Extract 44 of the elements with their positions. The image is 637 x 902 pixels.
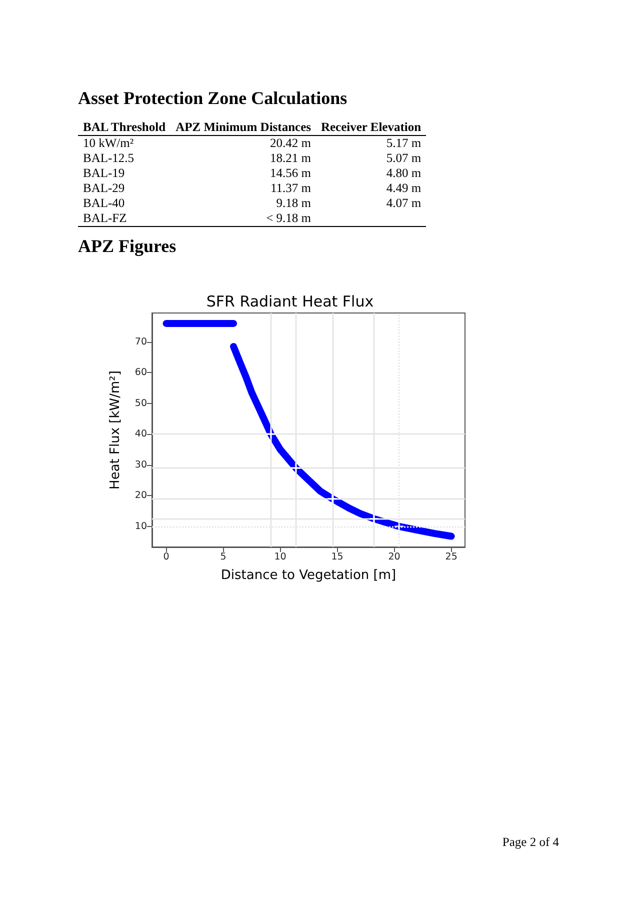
category-label: Receiver Elevation — [316, 119, 426, 136]
y-axis-title: Heat Flux [kW/m²] — [108, 370, 123, 490]
x-tick-label: 20 — [388, 552, 400, 562]
text: 14.56 m — [270, 166, 311, 180]
x-axis-title: Distance to Vegetation [m] — [220, 568, 396, 583]
text: 4.49 m — [386, 181, 422, 195]
text: 4.80 m — [386, 166, 422, 180]
chart-title: SFR Radiant Heat Flux — [206, 292, 374, 310]
text: 18.21 m — [270, 151, 311, 165]
category-label: APZ Minimum Distances — [170, 119, 316, 136]
text: BAL-29 — [83, 181, 125, 195]
text: BAL-19 — [83, 166, 125, 180]
text: Asset Protection Zone Calculations — [78, 88, 348, 109]
text: Page 2 of 4 — [502, 835, 559, 850]
point — [369, 514, 378, 524]
y-tick-label: 60 — [134, 367, 147, 378]
point — [291, 463, 300, 472]
x-tick-label: 5 — [220, 552, 226, 562]
text: 5.17 m — [386, 136, 422, 150]
x-tick-label: 15 — [331, 552, 344, 562]
text: < 9.18 m — [266, 211, 311, 225]
x-tick-label: 0 — [163, 552, 170, 562]
point — [394, 522, 404, 531]
x-tick-label: 10 — [274, 552, 286, 562]
text: 4.07 m — [386, 196, 422, 210]
text: BAL-FZ — [83, 211, 127, 225]
y-tick-label: 50 — [134, 398, 147, 409]
text: BAL-12.5 — [83, 151, 134, 165]
text: 9.18 m — [276, 196, 311, 210]
category-label: BAL Threshold — [78, 119, 171, 136]
y-tick-label: 70 — [134, 336, 147, 348]
point — [328, 494, 337, 504]
y-tick-label: 10 — [134, 520, 147, 532]
x-tick-label: 25 — [445, 552, 458, 562]
y-tick-label: 40 — [134, 428, 147, 440]
text: 10 kW/m² — [83, 136, 134, 150]
y-tick-label: 30 — [134, 459, 147, 470]
point — [266, 430, 276, 439]
text: 20.42 m — [270, 136, 311, 150]
y-tick-label: 20 — [134, 490, 147, 502]
text: BAL-40 — [83, 196, 125, 210]
text: 11.37 m — [270, 181, 311, 195]
text: 5.07 m — [386, 151, 422, 165]
text: APZ Figures — [78, 236, 176, 257]
